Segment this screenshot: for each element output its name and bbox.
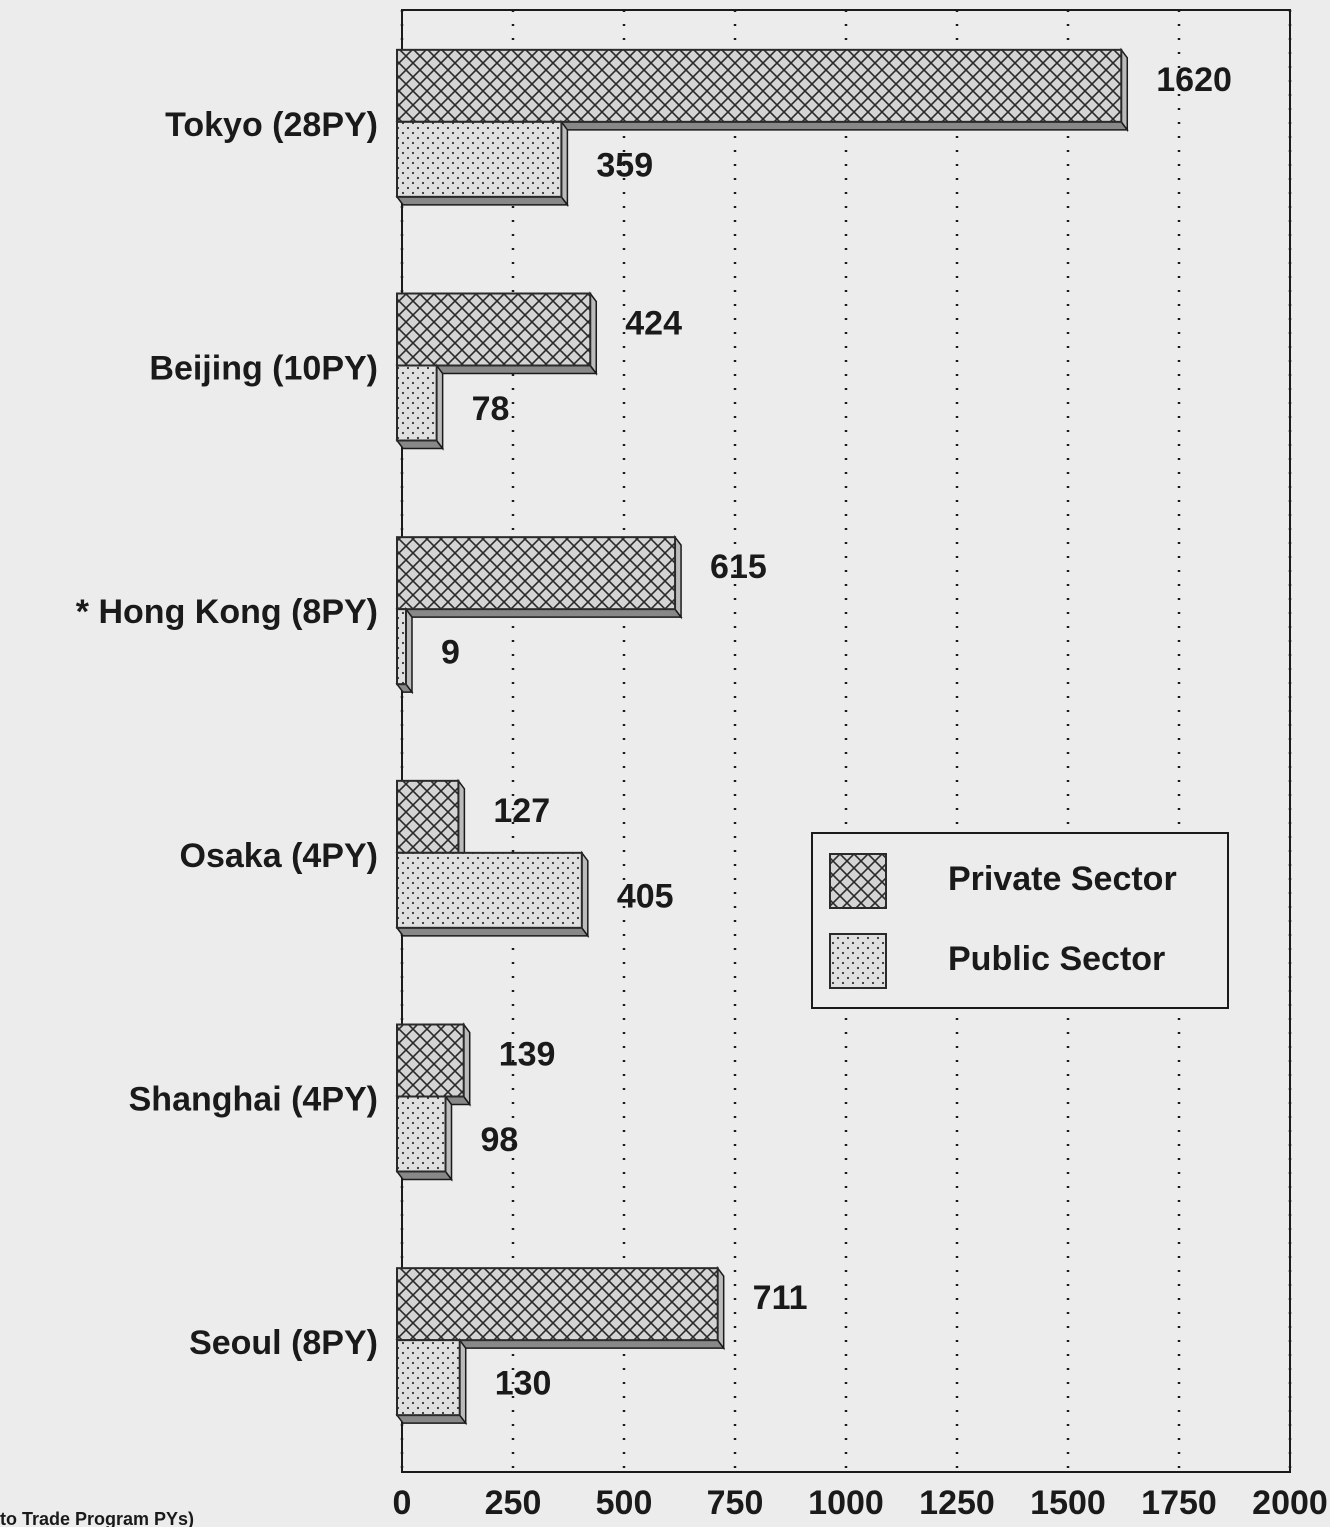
bar-shadow: [395, 439, 445, 450]
value-label: 359: [596, 146, 653, 184]
value-label: 127: [493, 792, 550, 830]
bar: [396, 779, 460, 854]
x-tick-label: 1000: [808, 1484, 884, 1522]
x-tick-label: 1250: [919, 1484, 995, 1522]
value-label: 711: [753, 1279, 808, 1317]
value-label: 130: [495, 1365, 552, 1403]
y-tick-label: * Hong Kong (8PY): [76, 593, 378, 631]
footnote: to Trade Program PYs): [0, 1509, 194, 1527]
bar: [396, 1267, 719, 1342]
x-tick-label: 0: [393, 1484, 412, 1522]
x-tick-label: 1500: [1030, 1484, 1106, 1522]
y-tick-label: Seoul (8PY): [189, 1324, 378, 1362]
bar-shadow: [395, 927, 590, 937]
legend-swatch: [829, 853, 887, 909]
value-label: 139: [499, 1035, 556, 1073]
x-tick-label: 2000: [1252, 1484, 1328, 1522]
plot-frame: [401, 9, 1291, 1473]
y-tick-label: Shanghai (4PY): [129, 1080, 378, 1118]
y-tick-label: Tokyo (28PY): [165, 106, 378, 144]
bar: [396, 851, 583, 929]
value-label: 1620: [1156, 61, 1232, 99]
value-label: 405: [617, 877, 674, 915]
bar: [396, 292, 592, 367]
x-tick-label: 1750: [1141, 1484, 1217, 1522]
legend-label: Public Sector: [948, 940, 1165, 978]
legend-swatch: [829, 933, 887, 989]
bar-shadow: [395, 608, 683, 618]
value-label: 98: [481, 1121, 519, 1159]
bar: [396, 536, 677, 611]
value-label: 78: [472, 390, 510, 428]
bar-shadow: [395, 1414, 468, 1424]
bar-shadow: [395, 196, 569, 206]
y-tick-label: Beijing (10PY): [149, 349, 378, 387]
legend-label: Private Sector: [948, 860, 1177, 898]
x-tick-label: 500: [596, 1484, 653, 1522]
bar: [396, 120, 563, 198]
bar: [396, 48, 1123, 123]
value-label: 615: [710, 548, 767, 586]
bar: [396, 364, 438, 442]
y-tick-label: Osaka (4PY): [180, 837, 378, 875]
bar: [396, 1095, 447, 1173]
bar: [396, 1023, 465, 1098]
x-tick-label: 250: [485, 1484, 542, 1522]
bar-shadow: [395, 1170, 454, 1181]
bar: [396, 608, 407, 686]
x-tick-label: 750: [707, 1484, 764, 1522]
value-label: 9: [441, 634, 460, 672]
value-label: 424: [625, 304, 682, 342]
bar: [396, 1339, 461, 1417]
